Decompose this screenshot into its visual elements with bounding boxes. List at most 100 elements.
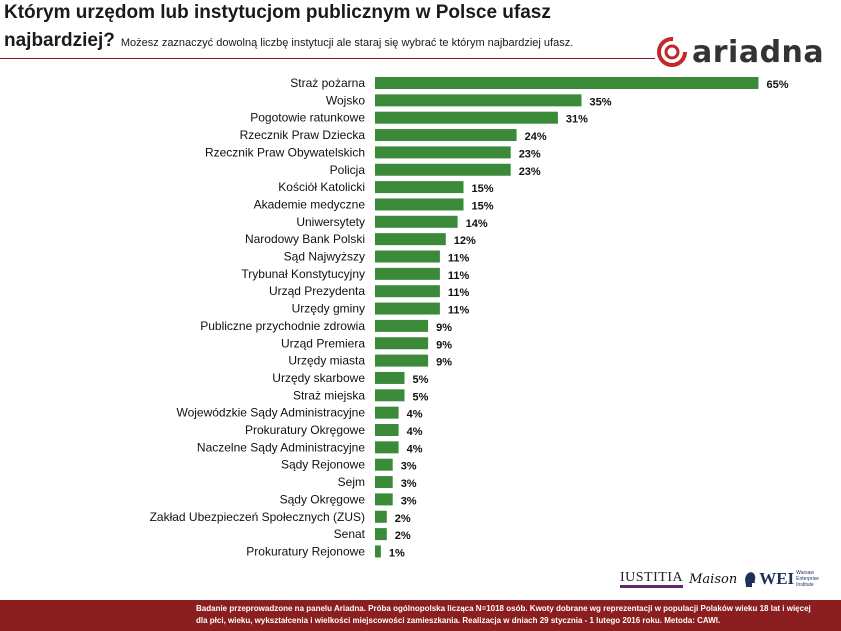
bar [375, 389, 405, 402]
category-label: Urzędy skarbowe [272, 371, 365, 385]
value-label: 65% [767, 79, 789, 91]
wei-caption: Warsaw Enterprise Institute [796, 570, 819, 588]
wei-logo-text: WEI [759, 569, 795, 588]
bar [375, 146, 511, 159]
value-label: 4% [407, 443, 423, 455]
bar [375, 94, 582, 107]
category-label: Sejm [338, 475, 365, 489]
value-label: 12% [454, 235, 476, 247]
value-label: 24% [525, 131, 547, 143]
category-label: Sąd Najwyższy [284, 250, 365, 264]
bar [375, 337, 429, 350]
value-label: 2% [395, 530, 411, 542]
category-label: Urząd Prezydenta [269, 284, 365, 298]
bar [375, 111, 558, 124]
category-label: Senat [334, 527, 366, 541]
bar [375, 476, 393, 489]
wei-logo: WEI Warsaw Enterprise Institute [743, 569, 824, 589]
bar [375, 319, 429, 332]
category-label: Urzędy gminy [292, 302, 365, 316]
footer-bar: Badanie przeprowadzone na panelu Ariadna… [0, 600, 841, 631]
bar [375, 181, 464, 194]
value-label: 4% [407, 409, 423, 421]
bar [375, 441, 399, 454]
value-label: 9% [436, 322, 452, 334]
iustitia-logo: IUSTITIA [620, 570, 684, 588]
bar [375, 233, 446, 246]
value-label: 9% [436, 339, 452, 351]
bar [375, 528, 387, 541]
category-label: Wojewódzkie Sądy Administracyjne [176, 406, 365, 420]
category-label: Akademie medyczne [254, 197, 366, 211]
footer-note-line2: dla płci, wieku, wykształcenia i wielkoś… [196, 616, 721, 625]
category-label: Wojsko [326, 93, 365, 107]
bar [375, 424, 399, 436]
value-label: 11% [448, 287, 470, 299]
chart-subtitle: Możesz zaznaczyć dowolną liczbę instytuc… [120, 37, 574, 49]
category-label: Urząd Premiera [281, 336, 365, 350]
category-label: Straż pożarna [290, 76, 365, 90]
ariadna-logo-icon [657, 37, 687, 67]
bar [375, 545, 381, 558]
maison-logo: Maison [689, 571, 738, 587]
category-label: Prokuratury Rejonowe [246, 544, 365, 558]
value-label: 11% [448, 270, 470, 282]
category-label: Kościół Katolicki [278, 180, 365, 194]
chart-title-line2: najbardziej? Możesz zaznaczyć dowolną lic… [4, 30, 573, 52]
bar [375, 302, 440, 315]
category-label: Prokuratury Okręgowe [245, 423, 365, 437]
value-label: 2% [395, 513, 411, 525]
ariadna-logo: ariadna [656, 32, 824, 72]
value-label: 3% [401, 478, 417, 490]
category-label: Sądy Okręgowe [280, 492, 366, 506]
category-label: Rzecznik Praw Obywatelskich [205, 145, 365, 159]
category-label: Zakład Ubezpieczeń Społecznych (ZUS) [150, 510, 365, 524]
bar [375, 129, 517, 142]
category-label: Rzecznik Praw Dziecka [240, 128, 366, 142]
category-label: Urzędy miasta [288, 354, 365, 368]
category-label: Publiczne przychodnie zdrowia [200, 319, 365, 333]
value-label: 5% [413, 391, 429, 403]
title-divider [0, 58, 655, 59]
category-label: Narodowy Bank Polski [245, 232, 365, 246]
bar [375, 198, 464, 211]
value-label: 5% [413, 374, 429, 386]
bar [375, 163, 511, 176]
category-label: Trybunał Konstytucyjny [241, 267, 365, 281]
value-label: 3% [401, 461, 417, 473]
bar [375, 458, 393, 471]
bar [375, 354, 429, 367]
bar [375, 371, 405, 384]
footer-note: Badanie przeprowadzone na panelu Ariadna… [196, 603, 836, 627]
bar [375, 267, 440, 280]
bar [375, 406, 399, 419]
footer-note-line1: Badanie przeprowadzone na panelu Ariadna… [196, 604, 811, 613]
value-label: 23% [519, 166, 541, 178]
bar-chart: Straż pożarna 65% Wojsko 35% Pogotowie ratun… [150, 76, 789, 559]
ariadna-logo-text: ariadna [692, 34, 825, 70]
value-label: 9% [436, 357, 452, 369]
bar [375, 77, 759, 89]
value-label: 14% [466, 218, 488, 230]
value-label: 15% [472, 200, 494, 212]
category-label: Pogotowie ratunkowe [250, 111, 365, 125]
bar [375, 510, 387, 523]
bar [375, 250, 440, 263]
wei-head-icon [745, 572, 756, 587]
category-label: Sądy Rejonowe [281, 458, 365, 472]
value-label: 11% [448, 253, 470, 265]
value-label: 35% [590, 96, 612, 108]
value-label: 4% [407, 426, 423, 438]
bar [375, 285, 440, 298]
value-label: 1% [389, 547, 405, 559]
chart-title-question: najbardziej? [4, 30, 115, 51]
bar [375, 493, 393, 506]
category-label: Policja [330, 163, 366, 177]
value-label: 3% [401, 495, 417, 507]
value-label: 11% [448, 305, 470, 317]
bar [375, 215, 458, 228]
chart-title-line1: Którym urzędom lub instytucjom publiczny… [4, 2, 551, 23]
category-label: Uniwersytety [296, 215, 365, 229]
category-label: Straż miejska [293, 388, 365, 402]
sponsor-logos: IUSTITIA Maison WEI Warsaw Enterprise In… [620, 566, 824, 592]
